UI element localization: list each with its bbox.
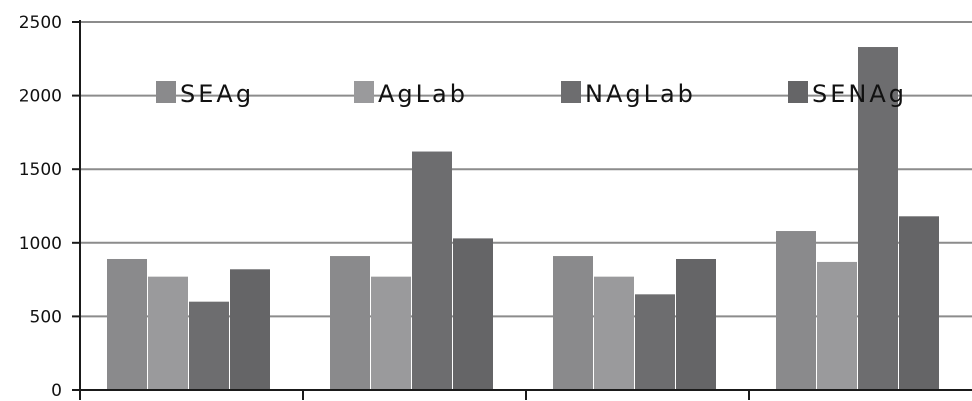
y-tick-labels: 0 500 1000 1500 2000 2500 (19, 13, 62, 401)
bar-naglab-3 (635, 294, 675, 390)
legend-swatch-naglab (561, 81, 581, 103)
bar-seag-1 (107, 258, 147, 390)
bar-senag-3 (676, 258, 716, 390)
y-tick-label: 500 (30, 307, 62, 327)
legend-label-aglab: AgLab (378, 80, 468, 108)
bar-seag-4 (776, 231, 816, 390)
bar-seag-3 (553, 256, 593, 390)
y-tick-label: 0 (51, 381, 62, 401)
legend: SEAg AgLab NAgLab SENAg (156, 80, 907, 108)
bar-naglab-1 (189, 301, 229, 390)
bar-aglab-1 (148, 276, 188, 390)
bar-senag-1 (230, 269, 270, 390)
bar-senag-4 (899, 216, 939, 390)
bar-aglab-3 (594, 276, 634, 390)
legend-label-senag: SENAg (812, 80, 907, 108)
y-tick-label: 2000 (19, 87, 62, 107)
axes (72, 20, 972, 400)
bar-naglab-4 (858, 47, 898, 391)
legend-swatch-senag (788, 81, 808, 103)
bar-naglab-2 (412, 151, 452, 390)
bar-aglab-4 (817, 261, 857, 390)
bar-aglab-2 (371, 276, 411, 390)
y-tick-label: 1500 (19, 160, 62, 180)
legend-swatch-seag (156, 81, 176, 103)
legend-swatch-aglab (354, 81, 374, 103)
bar-senag-2 (453, 238, 493, 390)
bars (107, 47, 939, 391)
y-tick-label: 1000 (19, 234, 62, 254)
legend-label-seag: SEAg (180, 80, 254, 108)
y-tick-label: 2500 (19, 13, 62, 33)
legend-label-naglab: NAgLab (585, 80, 696, 108)
bar-seag-2 (330, 256, 370, 390)
